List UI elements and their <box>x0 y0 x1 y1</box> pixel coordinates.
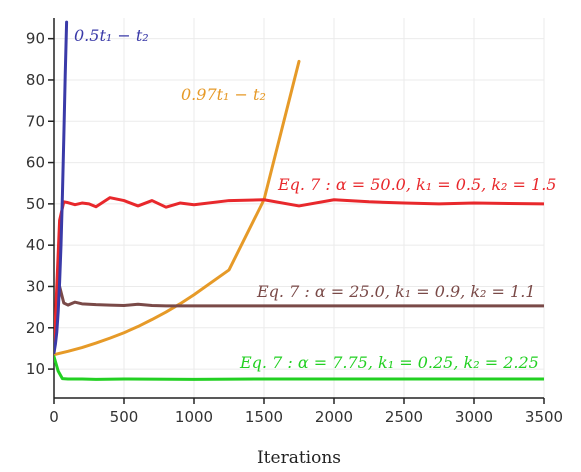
y-tick-label-6: 70 <box>26 112 45 130</box>
series-label-brown: Eq. 7 : α = 25.0, k₁ = 0.9, k₂ = 1.1 <box>256 282 535 301</box>
series-layer <box>54 20 544 381</box>
x-tick-label-3: 1500 <box>245 408 283 426</box>
series-label-blue: 0.5t₁ − t₂ <box>74 26 149 45</box>
y-tick-label-1: 20 <box>26 319 45 337</box>
x-axis-title: Iterations <box>257 448 341 468</box>
series-line-2 <box>54 196 544 355</box>
series-line-3 <box>54 284 544 355</box>
y-tick-label-2: 30 <box>26 277 45 295</box>
y-tick-label-0: 10 <box>26 360 45 378</box>
x-tick-label-7: 3500 <box>525 408 563 426</box>
x-tick-label-6: 3000 <box>455 408 493 426</box>
y-tick-label-5: 60 <box>26 154 45 172</box>
series-line-4 <box>54 355 544 381</box>
y-tick-label-7: 80 <box>26 71 45 89</box>
series-line-1 <box>54 59 301 357</box>
x-tick-label-5: 2500 <box>385 408 423 426</box>
series-label-red: Eq. 7 : α = 50.0, k₁ = 0.5, k₂ = 1.5 <box>277 175 556 194</box>
label-layer: 0.5t₁ − t₂ 0.97t₁ − t₂ Eq. 7 : α = 50.0,… <box>74 26 556 372</box>
y-tick-label-8: 90 <box>26 30 45 48</box>
y-tick-label-4: 50 <box>26 195 45 213</box>
grid-layer <box>54 18 545 398</box>
x-tick-label-1: 500 <box>110 408 139 426</box>
series-line-0 <box>54 20 69 355</box>
x-tick-label-4: 2000 <box>315 408 353 426</box>
axis-layer: 0 500 1000 1500 2000 2500 3000 3500 10 20 30 40 50 60… <box>26 18 563 426</box>
series-label-green: Eq. 7 : α = 7.75, k₁ = 0.25, k₂ = 2.25 <box>239 353 539 372</box>
y-tick-label-3: 40 <box>26 236 45 254</box>
x-tick-label-0: 0 <box>49 408 59 426</box>
x-tick-label-2: 1000 <box>175 408 213 426</box>
series-label-orange: 0.97t₁ − t₂ <box>181 85 266 104</box>
